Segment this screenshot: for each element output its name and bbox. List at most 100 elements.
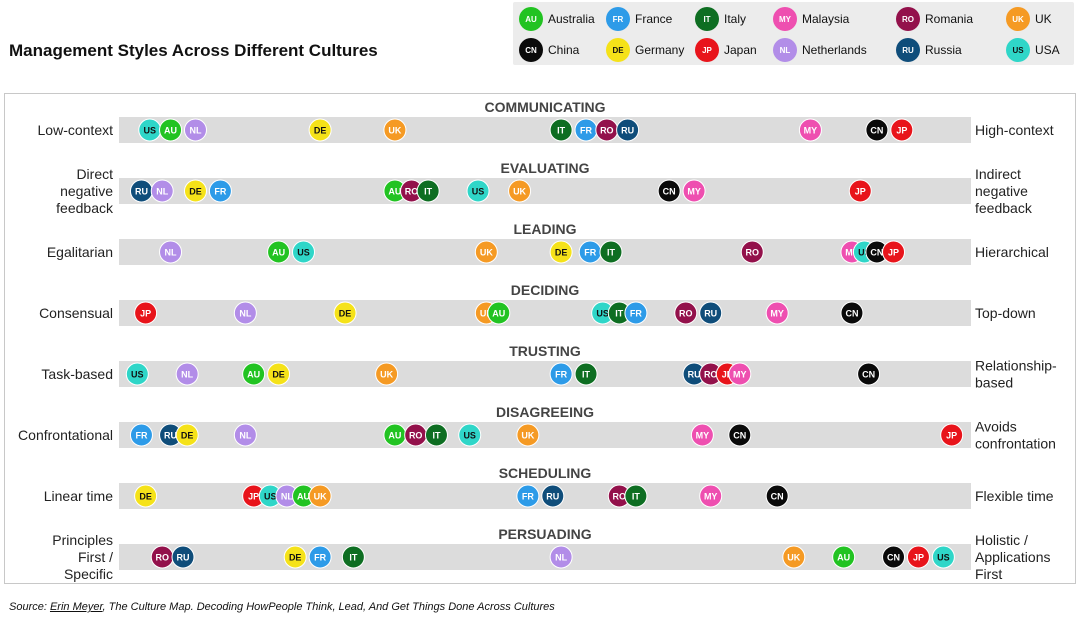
scale-right-label-evaluating: Indirect negative feedback — [975, 166, 1033, 216]
marker-label-trusting-it-6: IT — [582, 370, 591, 380]
marker-label-trusting-fr-5: FR — [555, 370, 567, 380]
legend-label-au: Australia — [548, 12, 595, 26]
marker-label-communicating-us-0: US — [144, 126, 157, 136]
marker-label-communicating-nl-2: NL — [189, 126, 201, 136]
marker-deciding-my-10 — [765, 301, 789, 325]
marker-label-deciding-nl-1: NL — [239, 309, 251, 319]
marker-disagreeing-us-7 — [458, 423, 482, 447]
marker-persuading-cn-8 — [882, 545, 906, 569]
marker-label-scheduling-ro-8: RO — [613, 492, 627, 502]
scale-title-scheduling: SCHEDULING — [499, 465, 592, 481]
marker-disagreeing-my-9 — [690, 423, 714, 447]
source-note: Source: Erin Meyer, The Culture Map. Dec… — [9, 601, 555, 613]
marker-label-evaluating-fr-3: FR — [214, 187, 226, 197]
marker-leading-uk-3 — [474, 240, 498, 264]
marker-disagreeing-it-6 — [424, 423, 448, 447]
scale-left-label-deciding: Consensual — [39, 305, 113, 321]
marker-label-deciding-ro-8: RO — [679, 309, 693, 319]
scale-right-label-deciding: Top-down — [975, 305, 1036, 321]
scale-left-label-communicating: Low-context — [38, 122, 114, 138]
marker-label-disagreeing-ru-1: RU — [164, 431, 177, 441]
legend-label-my: Malaysia — [802, 12, 850, 26]
legend-label-ru: Russia — [925, 43, 962, 57]
legend-item-us: US USA — [1006, 38, 1060, 62]
marker-disagreeing-cn-10 — [728, 423, 752, 447]
marker-label-leading-cn-10: CN — [870, 248, 883, 258]
culture-scales-chart: COMMUNICATING Low-context High-context US AU… — [18, 99, 1057, 582]
legend-item-ro: RO Romania — [896, 7, 973, 31]
marker-deciding-jp-0 — [134, 301, 158, 325]
scale-title-trusting: TRUSTING — [509, 343, 581, 359]
marker-label-disagreeing-my-9: MY — [696, 431, 710, 441]
marker-label-trusting-au-2: AU — [247, 370, 260, 380]
scale-right-label-leading: Hierarchical — [975, 244, 1049, 260]
marker-label-leading-de-4: DE — [555, 248, 568, 258]
legend-label-uk: UK — [1035, 12, 1052, 26]
marker-label-trusting-nl-1: NL — [181, 370, 193, 380]
marker-label-persuading-jp-9: JP — [913, 553, 924, 563]
legend-label-it: Italy — [724, 12, 747, 26]
marker-trusting-my-10 — [728, 362, 752, 386]
marker-communicating-nl-2 — [183, 118, 207, 142]
marker-communicating-uk-4 — [383, 118, 407, 142]
marker-label-communicating-de-3: DE — [314, 126, 327, 136]
marker-persuading-jp-9 — [906, 545, 930, 569]
marker-scheduling-ru-7 — [541, 484, 565, 508]
marker-label-deciding-ru-9: RU — [704, 309, 717, 319]
marker-label-trusting-us-0: US — [131, 370, 144, 380]
marker-label-communicating-ro-7: RO — [600, 126, 614, 136]
marker-label-disagreeing-nl-3: NL — [239, 431, 251, 441]
marker-deciding-cn-11 — [840, 301, 864, 325]
marker-trusting-uk-4 — [375, 362, 399, 386]
marker-persuading-au-7 — [832, 545, 856, 569]
marker-label-evaluating-cn-9: CN — [663, 187, 676, 197]
scale-title-persuading: PERSUADING — [498, 526, 591, 542]
marker-label-deciding-uk-3: UK — [480, 309, 493, 319]
legend-dot-ro: RO — [896, 7, 920, 31]
legend-dot-ru: RU — [896, 38, 920, 62]
scale-right-label-trusting: Relationship-based — [975, 358, 1057, 391]
marker-leading-nl-0 — [159, 240, 183, 264]
legend-dot-my: MY — [773, 7, 797, 31]
marker-label-scheduling-nl-3: NL — [281, 492, 293, 502]
marker-label-communicating-it-5: IT — [557, 126, 566, 136]
marker-label-deciding-de-2: DE — [339, 309, 352, 319]
marker-label-evaluating-de-2: DE — [189, 187, 202, 197]
scale-bar-persuading — [119, 544, 971, 570]
marker-persuading-us-10 — [931, 545, 955, 569]
legend-label-de: Germany — [635, 43, 685, 57]
marker-evaluating-us-7 — [466, 179, 490, 203]
marker-label-leading-uk-3: UK — [480, 248, 493, 258]
marker-label-persuading-ru-1: RU — [177, 553, 190, 563]
marker-label-trusting-uk-4: UK — [380, 370, 393, 380]
scale-bar-communicating — [119, 117, 971, 143]
marker-scheduling-fr-6 — [516, 484, 540, 508]
marker-label-leading-au-1: AU — [272, 248, 285, 258]
marker-persuading-uk-6 — [782, 545, 806, 569]
legend-dot-jp: JP — [695, 38, 719, 62]
marker-trusting-de-3 — [267, 362, 291, 386]
scale-left-label-trusting: Task-based — [41, 366, 113, 382]
marker-leading-us-2 — [292, 240, 316, 264]
legend-label-cn: China — [548, 43, 580, 57]
marker-evaluating-de-2 — [183, 179, 207, 203]
legend-item-fr: FR France — [606, 7, 672, 31]
marker-label-deciding-my-10: MY — [770, 309, 784, 319]
source-author-link[interactable]: Erin Meyer — [49, 601, 103, 613]
marker-scheduling-de-0 — [134, 484, 158, 508]
marker-persuading-it-4 — [341, 545, 365, 569]
marker-label-deciding-au-4: AU — [492, 309, 505, 319]
marker-label-scheduling-my-10: MY — [704, 492, 718, 502]
marker-leading-ro-7 — [740, 240, 764, 264]
marker-label-evaluating-uk-8: UK — [513, 187, 526, 197]
marker-label-leading-us-9: US — [858, 248, 871, 258]
marker-label-trusting-de-3: DE — [272, 370, 285, 380]
legend-item-my: MY Malaysia — [773, 7, 849, 31]
scale-title-evaluating: EVALUATING — [501, 160, 590, 176]
marker-label-evaluating-it-6: IT — [424, 187, 433, 197]
marker-scheduling-my-10 — [699, 484, 723, 508]
marker-label-scheduling-cn-11: CN — [771, 492, 784, 502]
marker-evaluating-it-6 — [416, 179, 440, 203]
marker-evaluating-nl-1 — [150, 179, 174, 203]
marker-label-communicating-cn-10: CN — [870, 126, 883, 136]
